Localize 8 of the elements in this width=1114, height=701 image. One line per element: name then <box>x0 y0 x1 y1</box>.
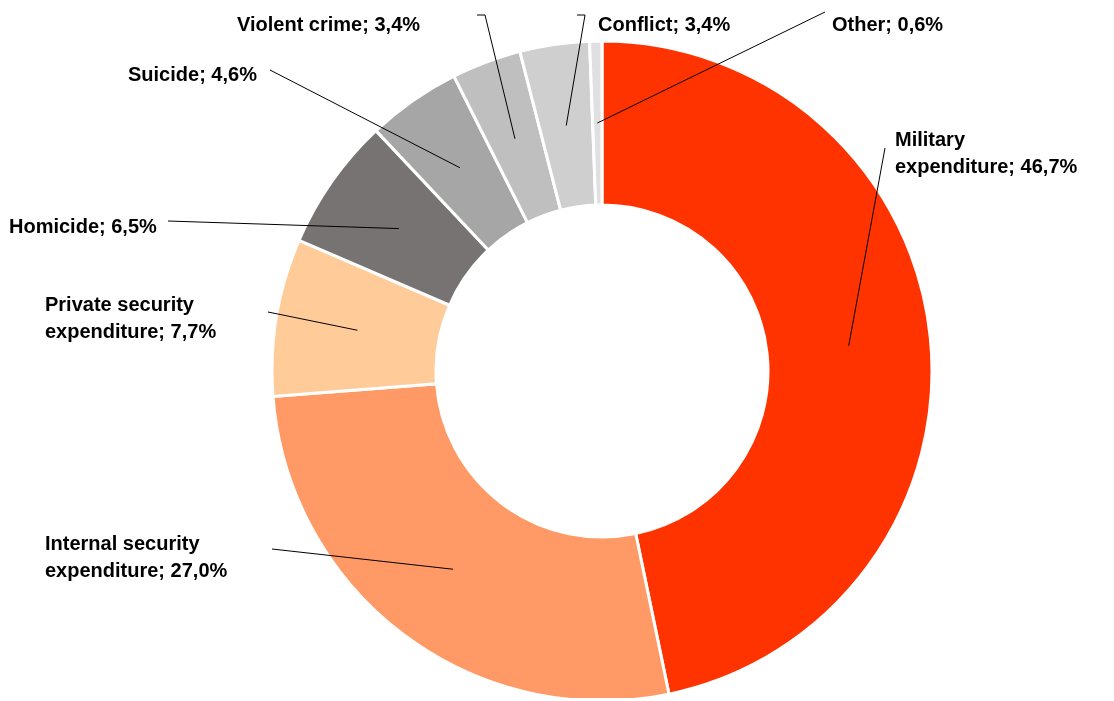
slice-label: Homicide; 6,5% <box>9 215 158 237</box>
slice-label: Conflict; 3,4% <box>598 13 731 35</box>
slice-label: Internal security expenditure; 27,0% <box>45 532 228 581</box>
slice-label: Private security expenditure; 7,7% <box>45 293 217 342</box>
slice-label: Violent crime; 3,4% <box>237 13 421 35</box>
slice-label: Suicide; 4,6% <box>128 63 258 85</box>
slice-label: Military expenditure; 46,7% <box>895 128 1078 177</box>
slice-label: Other; 0,6% <box>832 13 944 35</box>
